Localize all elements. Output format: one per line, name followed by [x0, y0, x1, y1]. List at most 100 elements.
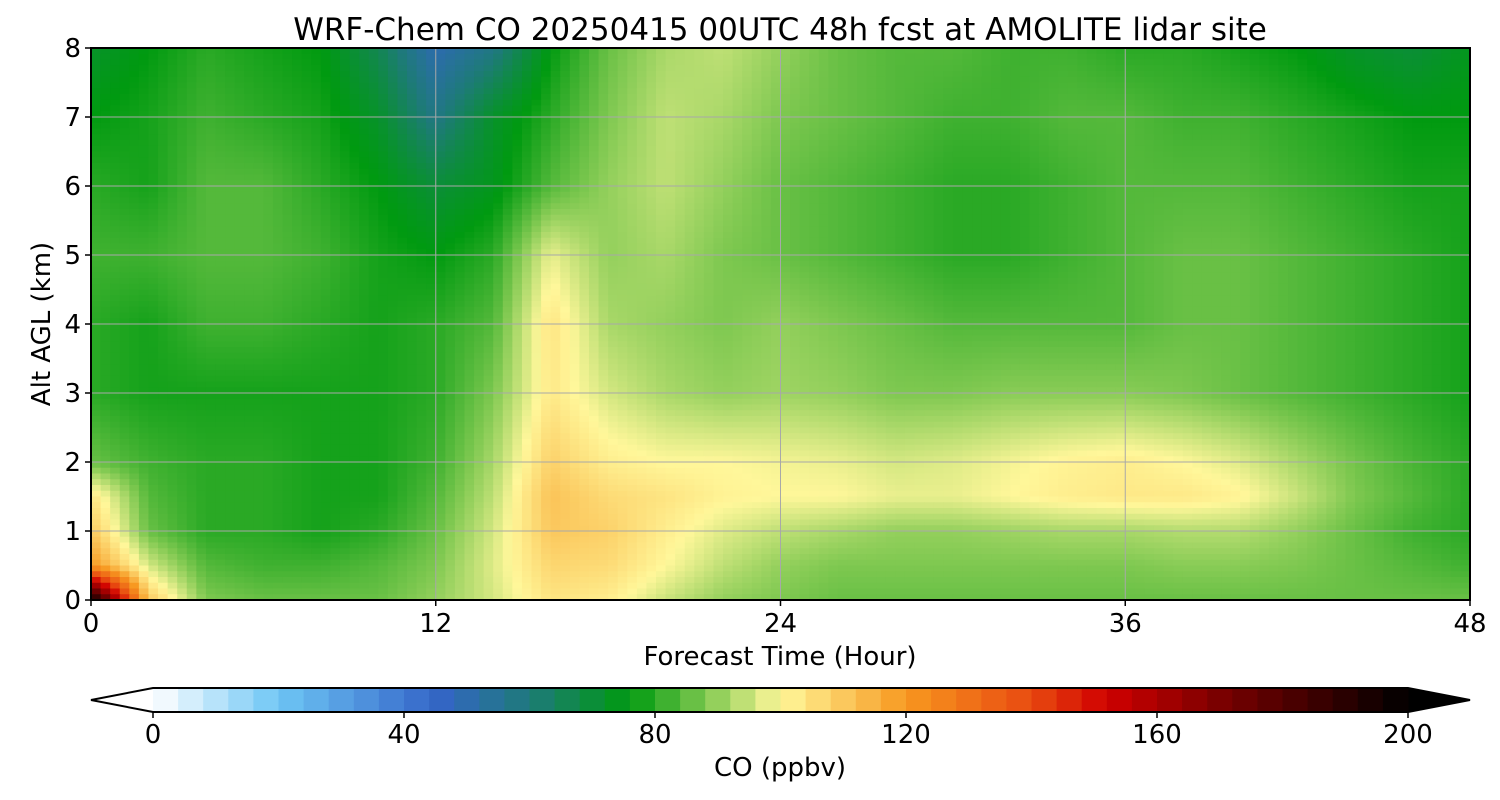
field-cell [1345, 82, 1356, 89]
field-cell [646, 53, 657, 61]
field-cell [359, 168, 370, 176]
field-cell [1115, 180, 1126, 187]
field-cell [560, 134, 571, 141]
field-cell [1182, 237, 1193, 245]
field-cell [1106, 168, 1117, 176]
field-cell [723, 243, 734, 250]
field-cell [656, 197, 667, 204]
field-cell [1249, 134, 1260, 141]
field-cell [1422, 197, 1433, 204]
field-cell [636, 145, 648, 153]
field-cell [656, 180, 667, 187]
field-cell [1096, 140, 1107, 147]
field-cell [1106, 186, 1117, 193]
field-cell [550, 243, 561, 250]
field-cell [780, 191, 791, 199]
field-cell [320, 197, 332, 204]
field-cell [1326, 203, 1337, 210]
field-cell [483, 220, 494, 227]
field-cell [100, 76, 111, 84]
field-cell [1010, 94, 1021, 101]
field-cell [818, 71, 829, 78]
field-cell [1048, 140, 1059, 147]
field-cell [1441, 140, 1452, 147]
field-cell [205, 53, 217, 61]
field-cell [972, 105, 983, 112]
field-cell [1441, 214, 1452, 222]
field-cell [1412, 111, 1423, 118]
field-cell [1039, 128, 1050, 135]
field-cell [560, 53, 571, 61]
field-cell [454, 243, 466, 250]
field-cell [407, 180, 418, 187]
field-cell [225, 186, 236, 193]
field-cell [301, 191, 312, 199]
field-cell [972, 214, 983, 222]
field-cell [100, 168, 111, 176]
field-cell [177, 128, 188, 135]
field-cell [656, 111, 667, 118]
field-cell [301, 243, 312, 250]
field-cell [272, 88, 284, 95]
field-cell [416, 140, 427, 147]
field-cell [742, 186, 753, 193]
field-cell [608, 214, 619, 222]
field-cell [1115, 226, 1126, 233]
field-cell [1431, 65, 1442, 72]
field-cell [713, 157, 724, 164]
field-cell [876, 105, 887, 112]
field-cell [684, 59, 695, 66]
field-cell [1173, 88, 1184, 95]
field-cell [885, 145, 897, 153]
field-cell [253, 111, 264, 118]
field-cell [1067, 134, 1078, 141]
field-cell [1211, 145, 1222, 153]
field-cell [1431, 76, 1442, 84]
field-cell [1192, 88, 1203, 95]
field-cell [1144, 94, 1155, 101]
field-cell [225, 48, 236, 55]
field-cell [311, 157, 322, 164]
field-cell [1288, 76, 1299, 84]
field-cell [349, 237, 360, 245]
field-cell [1058, 163, 1069, 170]
field-cell [512, 117, 523, 124]
field-cell [1393, 71, 1404, 78]
field-cell [799, 151, 810, 158]
field-cell [521, 111, 533, 118]
field-cell [1163, 203, 1174, 210]
field-cell [972, 48, 983, 55]
field-cell [598, 65, 609, 72]
field-cell [1019, 180, 1031, 187]
field-cell [474, 226, 485, 233]
field-cell [550, 186, 561, 193]
field-cell [407, 134, 418, 141]
field-cell [119, 76, 130, 84]
field-cell [512, 168, 523, 176]
field-cell [110, 48, 121, 55]
field-cell [646, 94, 657, 101]
field-cell [330, 220, 341, 227]
field-cell [138, 163, 150, 170]
field-cell [1106, 88, 1117, 95]
field-cell [751, 168, 762, 176]
field-cell [818, 59, 829, 66]
field-cell [579, 53, 590, 61]
field-cell [378, 65, 389, 72]
field-cell [914, 71, 925, 78]
field-cell [742, 117, 753, 124]
field-cell [1240, 140, 1251, 147]
field-cell [770, 186, 782, 193]
field-cell [943, 151, 954, 158]
field-cell [234, 82, 245, 89]
field-cell [263, 220, 274, 227]
field-cell [1297, 71, 1308, 78]
field-cell [502, 191, 513, 199]
field-cell [416, 174, 427, 181]
field-cell [435, 140, 446, 147]
field-cell [148, 48, 159, 55]
field-cell [857, 214, 868, 222]
field-cell [857, 243, 868, 250]
field-cell [1278, 128, 1289, 135]
field-cell [167, 99, 178, 107]
